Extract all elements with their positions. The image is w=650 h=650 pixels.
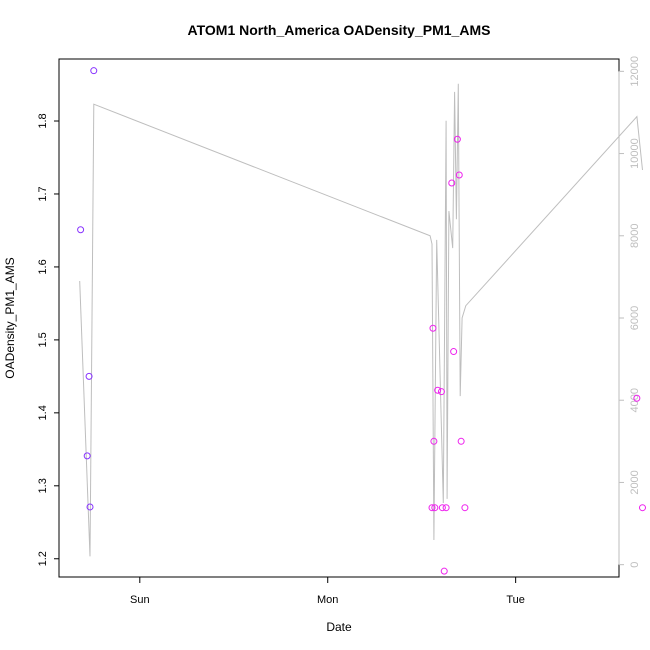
data-point (633, 394, 641, 402)
data-point (85, 372, 93, 380)
data-point (429, 324, 437, 332)
data-point (638, 504, 646, 512)
x-axis-label: Date (326, 620, 352, 634)
data-point (430, 437, 438, 445)
data-point (434, 386, 442, 394)
data-point (431, 504, 439, 512)
y-tick-label: 1.8 (37, 113, 49, 128)
x-tick-label: Sun (130, 594, 150, 606)
x-axis: Sun Mon Tue (130, 577, 525, 606)
grey-line (79, 83, 643, 557)
y-tick-label: 1.2 (37, 551, 49, 566)
y-tick-label: 1.4 (37, 405, 49, 420)
data-point (442, 504, 450, 512)
data-point (437, 388, 445, 396)
chart-title: ATOM1 North_America OADensity_PM1_AMS (188, 22, 491, 38)
data-point (90, 67, 98, 75)
data-point (461, 504, 469, 512)
data-point (448, 179, 456, 187)
data-point (455, 171, 463, 179)
y-tick-label: 1.3 (37, 478, 49, 493)
x-tick-label: Mon (317, 594, 338, 606)
right-tick-label: 6000 (629, 306, 641, 330)
y-tick-label: 1.7 (37, 186, 49, 201)
y-axis-label: OADensity_PM1_AMS (3, 257, 17, 378)
right-tick-label: 0 (629, 562, 641, 568)
data-point (83, 452, 91, 460)
data-point (457, 437, 465, 445)
right-tick-label: 2000 (629, 470, 641, 494)
data-point (77, 226, 85, 234)
y-tick-label: 1.6 (37, 259, 49, 274)
x-tick-label: Tue (506, 594, 525, 606)
data-point (440, 567, 448, 575)
line-series (79, 83, 643, 557)
data-point (438, 504, 446, 512)
data-point (86, 503, 94, 511)
data-point (450, 348, 458, 356)
y-tick-label: 1.5 (37, 332, 49, 347)
y-axis: 1.2 1.3 1.4 1.5 1.6 1.7 1.8 (37, 113, 59, 566)
right-tick-label: 10000 (629, 138, 641, 169)
data-point (428, 504, 436, 512)
scatter-points (77, 67, 646, 575)
plot-frame (58, 58, 620, 578)
right-tick-label: 12000 (629, 56, 641, 87)
data-point (453, 135, 461, 143)
right-tick-label: 8000 (629, 224, 641, 248)
